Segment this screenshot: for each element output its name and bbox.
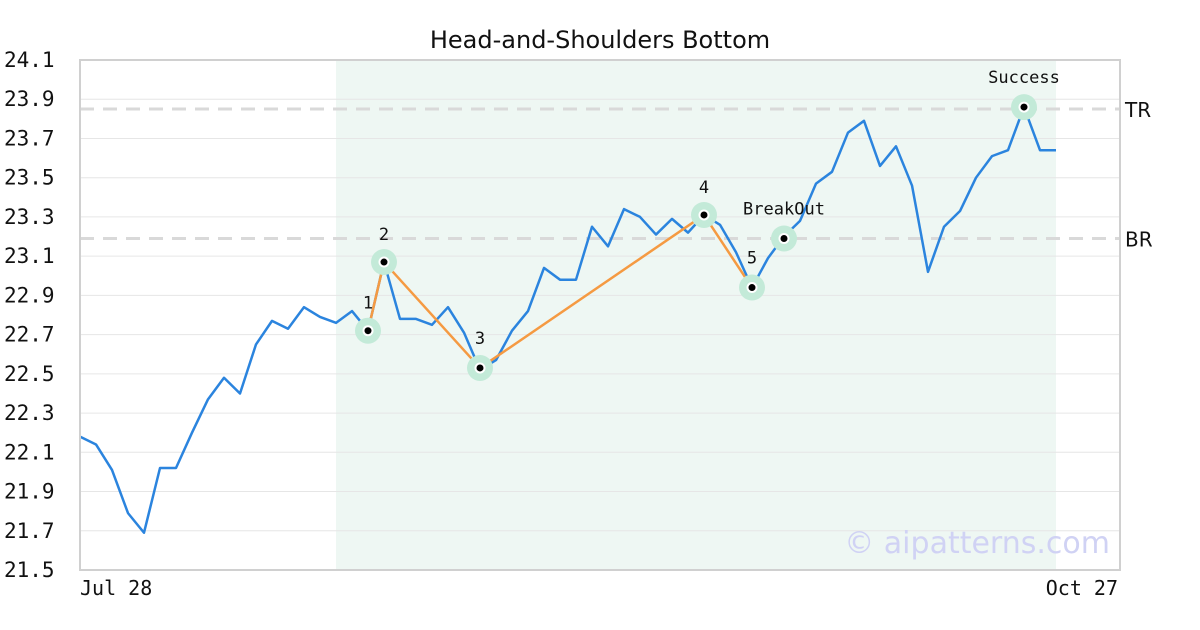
y-tick-label: 22.9	[4, 283, 55, 307]
pattern-point-4-dot	[700, 211, 708, 219]
y-tick-label: 23.5	[4, 166, 55, 190]
event-breakout-label: BreakOut	[743, 200, 825, 220]
y-tick-label: 22.7	[4, 323, 55, 347]
y-tick-label: 23.1	[4, 244, 55, 268]
pattern-point-2-dot	[380, 258, 388, 266]
y-tick-label: 24.1	[4, 48, 55, 72]
y-tick-label: 21.5	[4, 558, 55, 582]
y-tick-label: 22.1	[4, 440, 55, 464]
pattern-point-1-dot	[364, 327, 372, 335]
y-tick-label: 23.7	[4, 126, 55, 150]
event-success-label: Success	[988, 68, 1060, 88]
pattern-region	[336, 60, 1056, 570]
markers: 1 2 3 4 5 BreakOut Success	[355, 68, 1060, 381]
y-tick-label: 23.3	[4, 205, 55, 229]
x-tick-label-start: Jul 28	[80, 576, 152, 600]
y-tick-label: 21.7	[4, 519, 55, 543]
level-label-tr: TR	[1124, 98, 1151, 122]
y-tick-label: 22.5	[4, 362, 55, 386]
level-label-br: BR	[1125, 228, 1153, 252]
y-tick-label: 21.9	[4, 480, 55, 504]
pattern-point-3-label: 3	[475, 329, 485, 349]
event-success-dot	[1020, 103, 1028, 111]
chart-title: Head-and-Shoulders Bottom	[430, 26, 770, 54]
y-tick-label: 22.3	[4, 401, 55, 425]
price-line	[79, 105, 1056, 534]
pattern-point-1-label: 1	[363, 294, 373, 314]
event-breakout-dot	[780, 235, 788, 242]
plot-frame	[79, 59, 1121, 571]
pattern-point-4-label: 4	[699, 178, 709, 198]
y-tick-label: 23.9	[4, 87, 55, 111]
pattern-point-5-label: 5	[747, 249, 757, 269]
pattern-point-2-label: 2	[379, 225, 389, 245]
y-axis: 21.5 21.7 21.9 22.1 22.3 22.5 22.7 22.9 23.1 23.3…	[4, 48, 55, 582]
pattern-point-5-dot	[748, 284, 756, 292]
x-tick-label-end: Oct 27	[1046, 576, 1118, 600]
pattern-point-3-dot	[476, 364, 484, 372]
watermark: © aipatterns.com	[844, 526, 1110, 561]
